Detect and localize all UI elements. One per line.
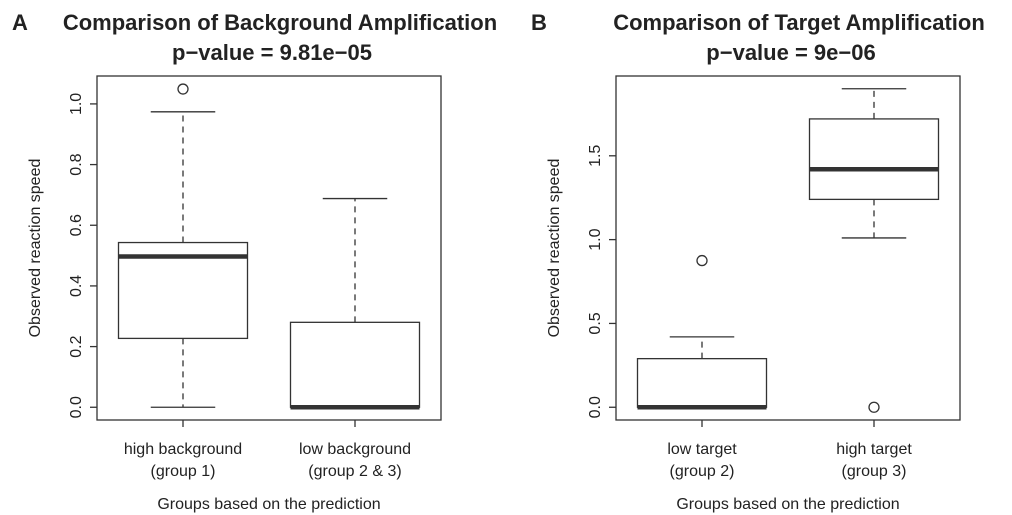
y-tick-label: 1.0 [68, 93, 85, 115]
x-tick-label: (group 3) [842, 463, 907, 480]
y-tick-label: 1.5 [587, 145, 604, 167]
y-tick-label: 0.4 [68, 275, 85, 297]
plot-frame [615, 75, 961, 421]
box [636, 357, 768, 408]
outlier [868, 401, 880, 413]
x-tick-label: high target [836, 441, 912, 458]
y-axis-label: Observed reaction speed [546, 159, 563, 338]
y-tick-label: 0.6 [68, 214, 85, 236]
x-tick-label: low target [667, 441, 737, 458]
box [808, 118, 940, 201]
y-tick-label: 0.2 [68, 335, 85, 357]
y-tick-label: 0.0 [587, 396, 604, 418]
y-tick-label: 0.8 [68, 153, 85, 175]
box [117, 241, 249, 340]
outlier [696, 254, 708, 267]
x-axis-label: Groups based on the prediction [676, 496, 899, 513]
panel-label: A [12, 10, 28, 35]
x-axis-label: Groups based on the prediction [157, 496, 380, 513]
plot-frame [96, 75, 442, 421]
x-tick-label: low background [299, 441, 411, 458]
y-tick-label: 0.0 [68, 396, 85, 418]
y-tick-label: 1.0 [587, 228, 604, 250]
panel-label: B [531, 10, 547, 35]
chart-title: Comparison of Target Amplification [613, 10, 985, 35]
y-axis-label: Observed reaction speed [27, 159, 44, 338]
x-tick-label: high background [124, 441, 242, 458]
outlier [177, 83, 189, 95]
chart-subtitle: p−value = 9.81e−05 [172, 40, 372, 65]
y-tick-label: 0.5 [587, 312, 604, 334]
chart-title: Comparison of Background Amplification [63, 10, 497, 35]
chart-subtitle: p−value = 9e−06 [706, 40, 875, 65]
x-tick-label: (group 2) [670, 463, 735, 480]
x-tick-label: (group 2 & 3) [308, 463, 401, 480]
x-tick-label: (group 1) [151, 463, 216, 480]
box [289, 321, 421, 408]
